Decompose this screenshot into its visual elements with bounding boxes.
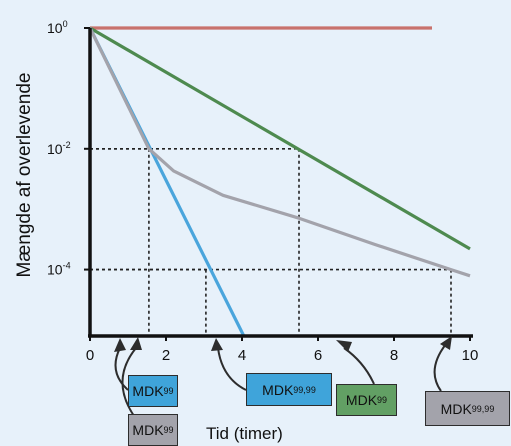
annotation-arrowhead-3 (336, 340, 352, 352)
annotation-arrowhead-4 (440, 336, 452, 350)
x-tick-label: 2 (162, 347, 170, 364)
annotation-box: MDK 99,99 (425, 391, 510, 426)
x-axis-label: Tid (timer) (206, 424, 283, 443)
annotation-box: MDK 99 (128, 414, 178, 446)
series-lines (88, 26, 471, 337)
annotation-arrowhead-2 (211, 338, 223, 351)
annotation-arrow-0 (114, 347, 129, 391)
annotation-arrow-2 (217, 347, 247, 391)
series-line-1 (89, 26, 471, 251)
annotation-box: MDK 99 (128, 375, 178, 407)
axes (88, 28, 473, 338)
annotation-box: MDK 99 (336, 384, 397, 416)
x-tick-label: 8 (390, 347, 398, 364)
annotation-arrowhead-1 (130, 337, 142, 350)
ticks: 0 2 4 6 8 10 100 10-2 10-4 (47, 19, 478, 364)
annotation-arrow-4 (433, 343, 447, 392)
annotation-arrowhead-0 (114, 338, 126, 352)
annotation-arrow-3 (343, 347, 375, 385)
y-tick-label: 100 (47, 19, 68, 36)
y-tick-label: 10-4 (47, 261, 71, 278)
y-tick-label: 10-2 (47, 140, 71, 157)
x-tick-label: 0 (86, 347, 94, 364)
annotation-arrows (114, 336, 452, 417)
x-tick-label: 6 (314, 347, 322, 364)
x-tick-label: 10 (462, 347, 479, 364)
series-line-3 (88, 27, 471, 278)
x-tick-label: 4 (238, 347, 246, 364)
annotation-arrow-1 (121, 347, 137, 417)
annotation-box: MDK 99,99 (246, 373, 332, 406)
guide-lines (90, 147, 452, 336)
y-axis-label: Mængde af overlevende (14, 72, 35, 278)
